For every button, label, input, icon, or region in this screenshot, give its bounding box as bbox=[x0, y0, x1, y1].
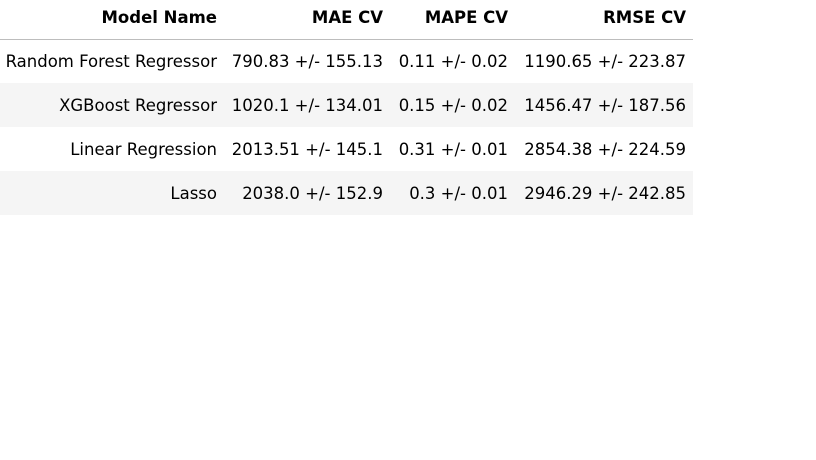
cell-mape-cv: 0.3 +/- 0.01 bbox=[409, 183, 508, 203]
table-row: Linear Regression 2013.51 +/- 145.1 0.31… bbox=[0, 127, 693, 171]
table-row: Random Forest Regressor 790.83 +/- 155.1… bbox=[0, 39, 693, 83]
cell-mae-cv: 2038.0 +/- 152.9 bbox=[242, 183, 383, 203]
results-table: Model Name MAE CV MAPE CV RMSE CV Random… bbox=[0, 0, 693, 215]
cell-model-name: Linear Regression bbox=[70, 139, 217, 159]
table-row: Lasso 2038.0 +/- 152.9 0.3 +/- 0.01 2946… bbox=[0, 171, 693, 215]
table-body: Random Forest Regressor 790.83 +/- 155.1… bbox=[0, 39, 693, 215]
cell-mape-cv: 0.15 +/- 0.02 bbox=[398, 95, 508, 115]
cell-mae-cv: 2013.51 +/- 145.1 bbox=[231, 139, 383, 159]
table-header: Model Name MAE CV MAPE CV RMSE CV bbox=[0, 0, 693, 40]
cell-mae-cv: 790.83 +/- 155.13 bbox=[231, 51, 383, 71]
header-mape-cv: MAPE CV bbox=[390, 0, 515, 40]
header-model-name: Model Name bbox=[0, 0, 224, 40]
cell-rmse-cv: 1456.47 +/- 187.56 bbox=[524, 95, 686, 115]
table-row: XGBoost Regressor 1020.1 +/- 134.01 0.15… bbox=[0, 83, 693, 127]
header-rmse-cv: RMSE CV bbox=[515, 0, 693, 40]
cell-rmse-cv: 2854.38 +/- 224.59 bbox=[524, 139, 686, 159]
header-row: Model Name MAE CV MAPE CV RMSE CV bbox=[0, 0, 693, 40]
cell-mape-cv: 0.31 +/- 0.01 bbox=[398, 139, 508, 159]
cell-rmse-cv: 2946.29 +/- 242.85 bbox=[524, 183, 686, 203]
cell-model-name: Random Forest Regressor bbox=[5, 51, 217, 71]
cell-mae-cv: 1020.1 +/- 134.01 bbox=[231, 95, 383, 115]
header-mae-cv: MAE CV bbox=[224, 0, 390, 40]
cell-mape-cv: 0.11 +/- 0.02 bbox=[398, 51, 508, 71]
cell-model-name: Lasso bbox=[170, 183, 217, 203]
cell-model-name: XGBoost Regressor bbox=[59, 95, 217, 115]
cell-rmse-cv: 1190.65 +/- 223.87 bbox=[524, 51, 686, 71]
